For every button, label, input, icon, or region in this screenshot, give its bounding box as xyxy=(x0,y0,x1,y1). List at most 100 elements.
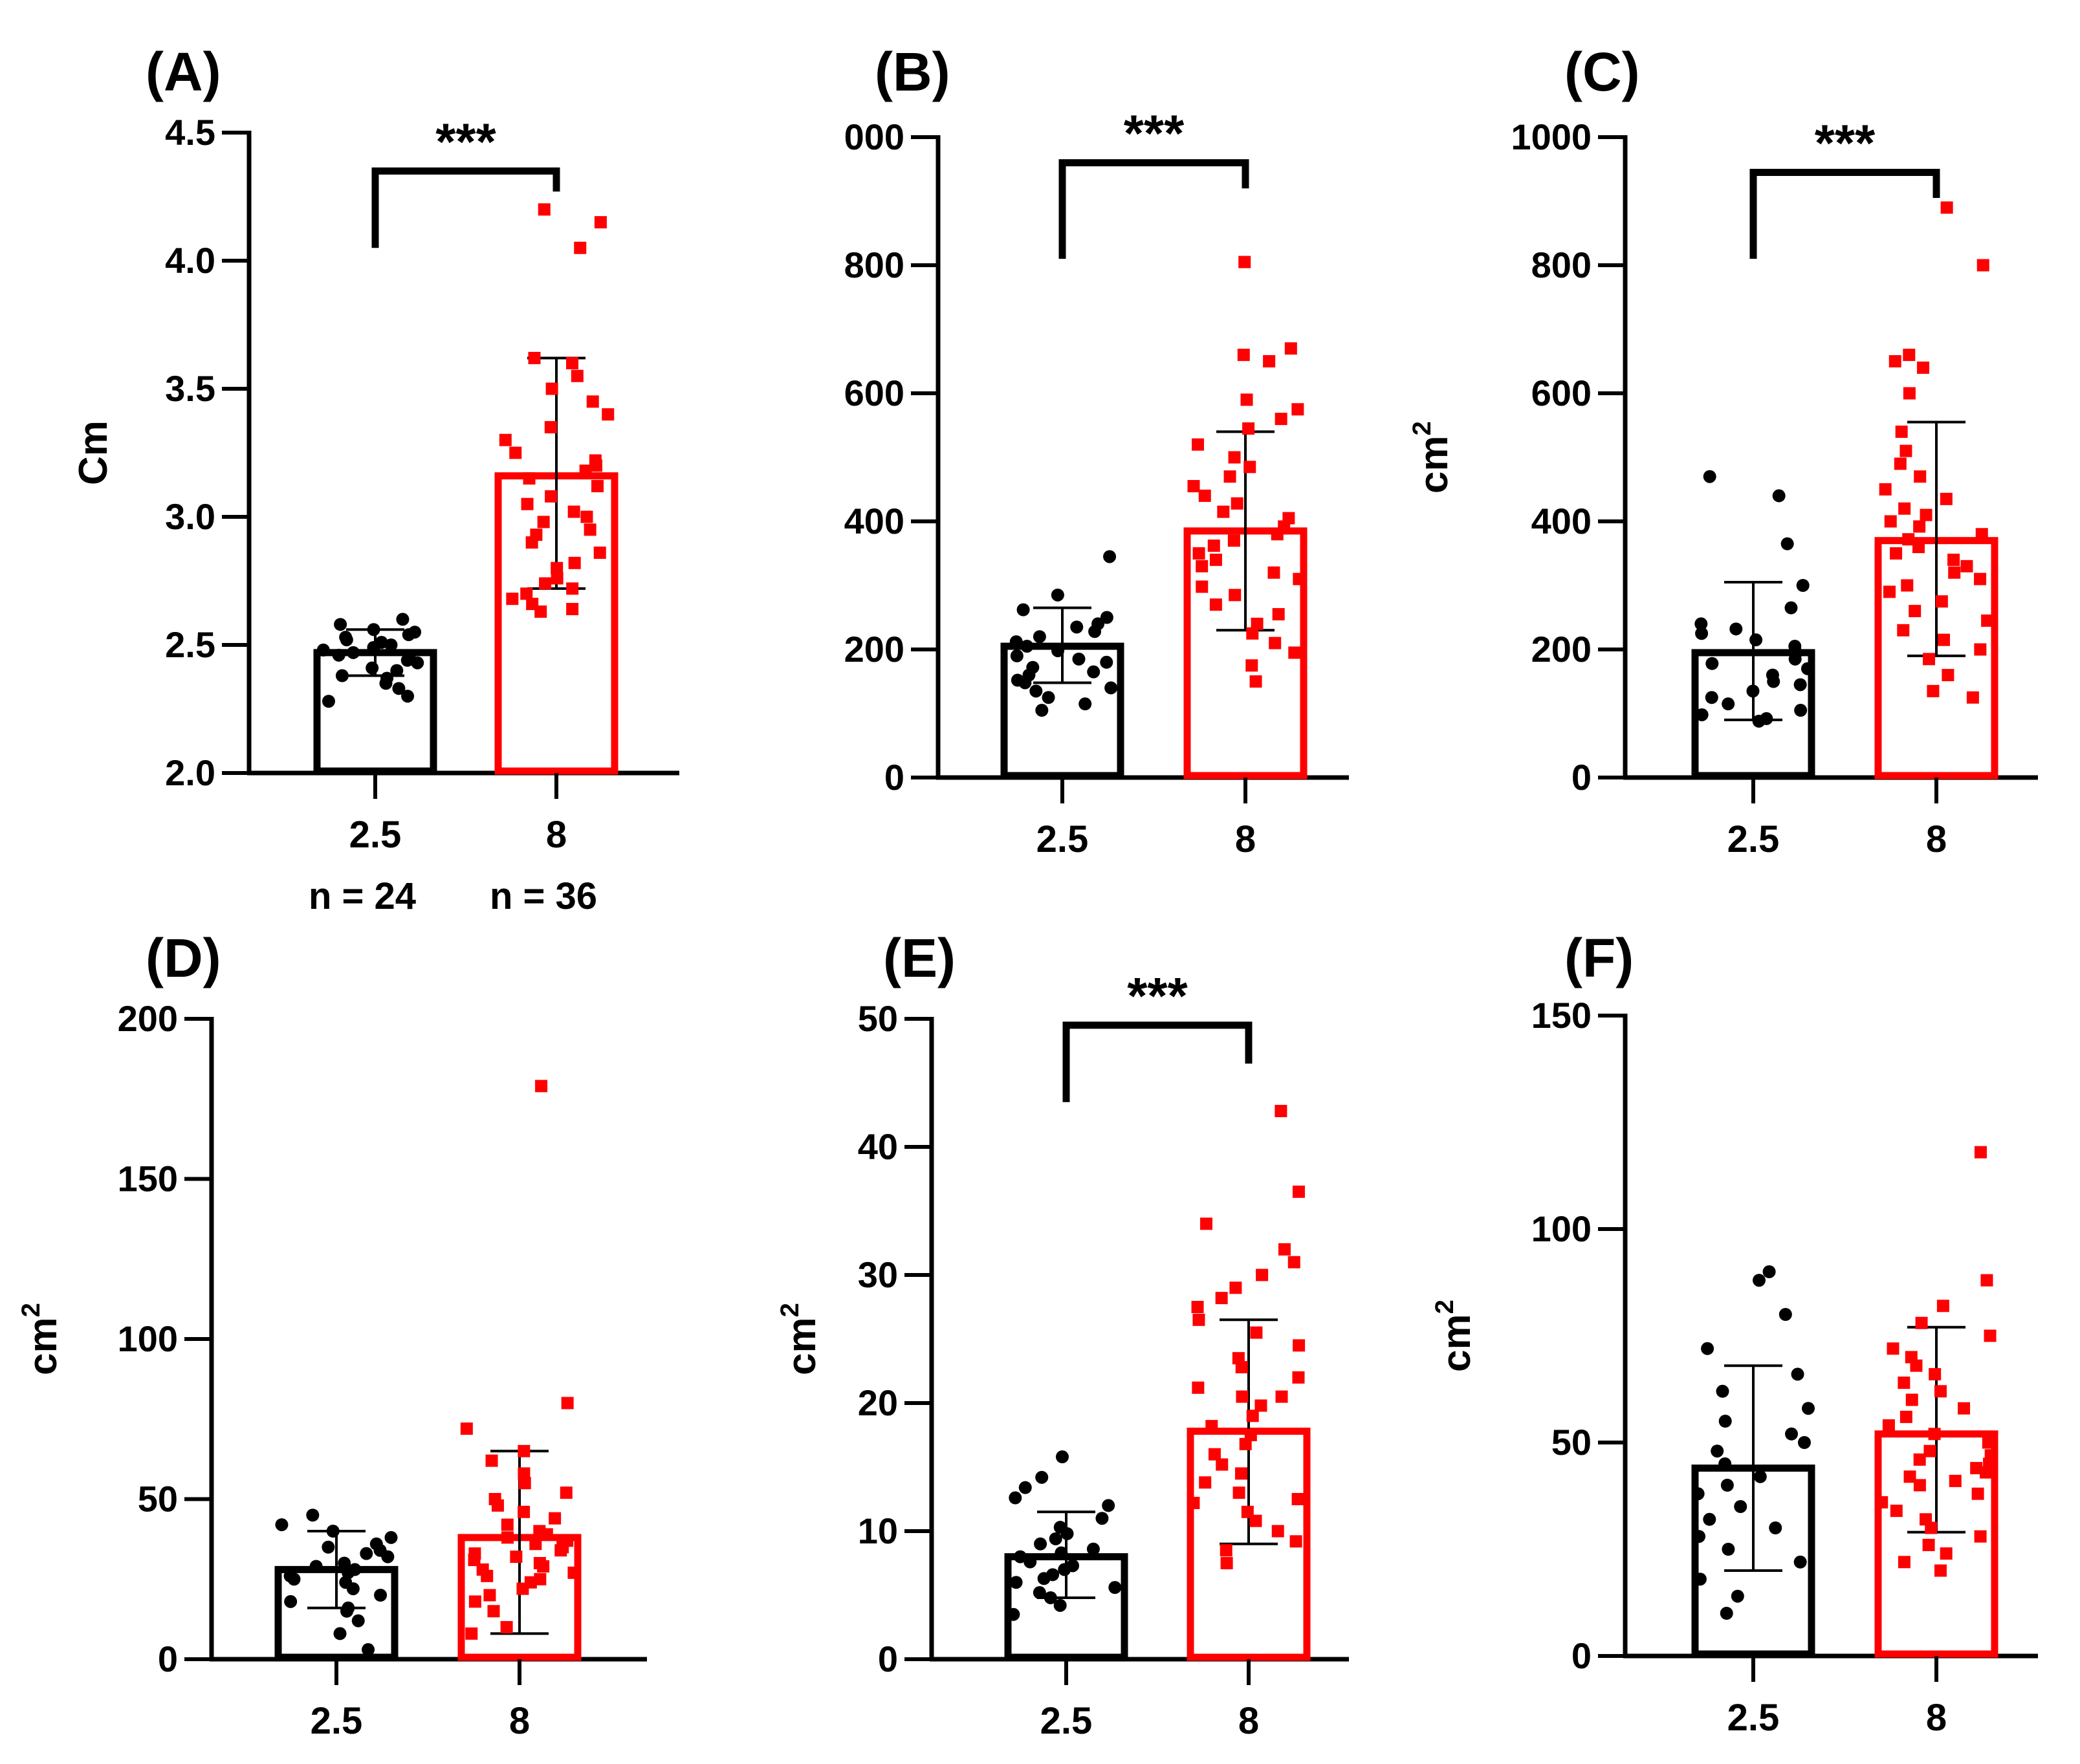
data-point xyxy=(1984,1329,1997,1342)
data-point xyxy=(1232,1352,1245,1365)
data-point xyxy=(584,523,597,536)
data-point xyxy=(561,1534,574,1547)
data-point xyxy=(518,1444,531,1457)
data-point xyxy=(1940,201,1953,214)
data-point xyxy=(1275,1105,1287,1118)
data-point xyxy=(533,1557,546,1569)
data-point xyxy=(374,1589,388,1602)
data-point xyxy=(1051,644,1065,657)
data-point xyxy=(1187,480,1200,493)
y-axis-label: cm2 xyxy=(1408,421,1456,494)
data-point xyxy=(1780,537,1794,550)
data-point xyxy=(1791,1367,1804,1381)
data-point xyxy=(1923,1444,1936,1457)
data-point xyxy=(1695,708,1709,721)
data-point xyxy=(333,1627,347,1640)
significance-bracket xyxy=(1058,159,1249,259)
y-tick-label: 200 xyxy=(1531,629,1592,670)
data-point xyxy=(1720,1607,1733,1620)
data-point xyxy=(1228,451,1241,464)
y-tick-label: 0 xyxy=(878,1639,898,1679)
data-point xyxy=(1769,1521,1782,1534)
data-point xyxy=(1887,1342,1899,1355)
data-point xyxy=(351,1614,365,1628)
data-point xyxy=(593,546,606,559)
x-tick-label: 8 xyxy=(1235,818,1256,860)
data-point xyxy=(1876,1496,1888,1508)
data-point xyxy=(1240,393,1253,406)
data-point xyxy=(1793,678,1807,691)
data-point xyxy=(1942,669,1954,682)
y-axis-label-superscript: 2 xyxy=(1408,421,1436,435)
data-point xyxy=(1718,1415,1732,1428)
data-point xyxy=(1209,598,1222,611)
data-point xyxy=(526,598,539,611)
data-point xyxy=(392,682,406,695)
panel-label: (C) xyxy=(1564,41,1640,102)
y-tick-label: 3.0 xyxy=(165,496,215,537)
data-point xyxy=(521,497,534,510)
data-point xyxy=(1207,539,1220,552)
data-point xyxy=(551,561,564,574)
y-tick-label: 150 xyxy=(118,1159,178,1199)
significance-bracket xyxy=(1749,168,1940,259)
data-point xyxy=(1934,1564,1947,1577)
data-point xyxy=(1899,1410,1912,1423)
data-point xyxy=(1899,444,1912,457)
y-tick-label: 30 xyxy=(858,1254,898,1295)
data-point xyxy=(1269,637,1282,649)
significance-bracket xyxy=(1062,1021,1253,1102)
data-point xyxy=(545,382,558,395)
data-point xyxy=(1229,1281,1242,1294)
data-point xyxy=(523,472,536,485)
data-point xyxy=(1913,1479,1926,1492)
data-point xyxy=(561,1397,574,1410)
x-tick-label: 2.5 xyxy=(1040,1700,1093,1742)
data-point xyxy=(1292,1371,1305,1384)
data-point xyxy=(1801,662,1814,675)
y-axis-label: cm2 xyxy=(776,1303,824,1375)
data-point xyxy=(1246,1410,1259,1422)
data-point xyxy=(1288,646,1301,659)
data-point xyxy=(567,1566,580,1579)
data-point xyxy=(566,603,579,616)
data-point xyxy=(1785,1427,1799,1441)
y-tick-label: 50 xyxy=(138,1479,178,1519)
data-point xyxy=(347,646,360,659)
data-point xyxy=(1291,403,1304,416)
data-point xyxy=(1033,1586,1046,1600)
data-point xyxy=(1192,1313,1205,1326)
data-point xyxy=(1705,691,1718,704)
data-point xyxy=(284,1595,298,1608)
data-point xyxy=(1049,1532,1062,1545)
data-point xyxy=(332,648,345,662)
data-point xyxy=(468,1595,481,1608)
data-point xyxy=(1903,349,1916,362)
data-point xyxy=(488,1493,501,1505)
data-point xyxy=(499,433,512,446)
y-tick-label: 800 xyxy=(1531,245,1592,285)
chart-panel-3: (C) 0 200 400 600 800 1000 cm2 2.5 8 *** xyxy=(1408,41,2038,860)
y-tick-label: 400 xyxy=(1531,501,1592,541)
data-point xyxy=(602,408,615,421)
data-point xyxy=(574,241,587,254)
y-axis-label: cm2 xyxy=(17,1303,65,1375)
data-point xyxy=(1263,355,1276,367)
data-point xyxy=(1772,489,1786,503)
y-tick-label: 200 xyxy=(844,629,904,670)
data-point xyxy=(1794,704,1808,717)
data-point xyxy=(1935,595,1948,608)
data-point xyxy=(1251,617,1264,630)
data-point xyxy=(1976,259,1989,272)
data-point xyxy=(468,1547,481,1560)
chart-panel-1: (A) 2.0 2.5 3.0 3.5 4.0 4.5 Cm 2.5 n = 24 8 n = 36 *… xyxy=(71,41,679,917)
data-point xyxy=(1091,617,1105,631)
data-point xyxy=(1703,1512,1716,1526)
data-point xyxy=(408,626,422,639)
data-point xyxy=(1055,1546,1068,1560)
data-point xyxy=(1720,1479,1734,1492)
data-point xyxy=(1278,1243,1291,1256)
data-point xyxy=(1971,1487,1984,1500)
data-point xyxy=(1749,633,1763,647)
data-point xyxy=(342,1601,355,1615)
